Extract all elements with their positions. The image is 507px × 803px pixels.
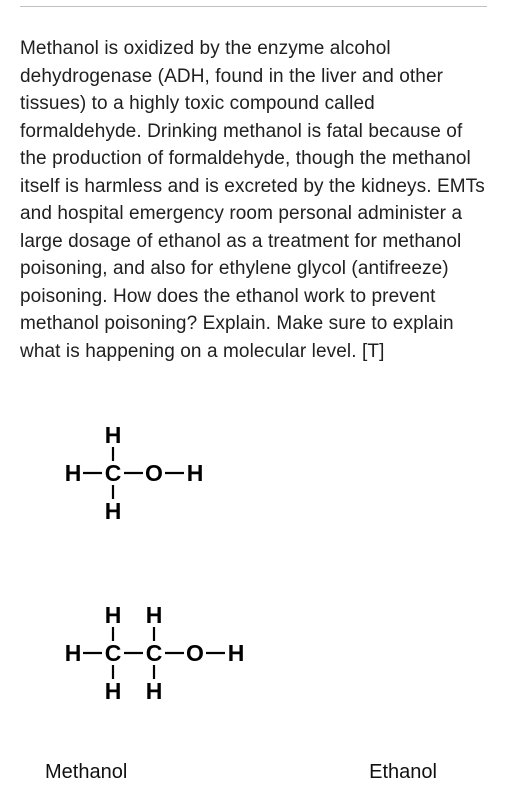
methanol-label: Methanol [45, 761, 127, 784]
svg-text:H: H [145, 678, 162, 704]
ethanol-svg: H H H C C O H H H [64, 605, 264, 705]
svg-text:H: H [104, 425, 121, 448]
svg-text:O: O [145, 460, 163, 486]
chemical-structures: H H C O H H H H H C C O H [20, 404, 487, 731]
svg-text:H: H [227, 640, 244, 666]
svg-text:C: C [104, 460, 121, 486]
structure-labels: Methanol Ethanol [20, 761, 487, 784]
svg-text:C: C [104, 640, 121, 666]
svg-text:H: H [104, 498, 121, 524]
svg-text:C: C [145, 640, 162, 666]
top-divider [20, 6, 487, 7]
ethanol-label: Ethanol [369, 761, 437, 784]
svg-text:H: H [104, 678, 121, 704]
ethanol-structure: H H H C C O H H H [38, 583, 487, 731]
svg-text:H: H [145, 605, 162, 628]
svg-text:H: H [64, 460, 81, 486]
svg-text:H: H [104, 605, 121, 628]
svg-text:H: H [64, 640, 81, 666]
svg-text:H: H [186, 460, 203, 486]
methanol-svg: H H C O H H [64, 425, 224, 525]
svg-text:O: O [186, 640, 204, 666]
methanol-structure: H H C O H H [38, 404, 487, 552]
question-text: Methanol is oxidized by the enzyme alcoh… [20, 35, 487, 366]
